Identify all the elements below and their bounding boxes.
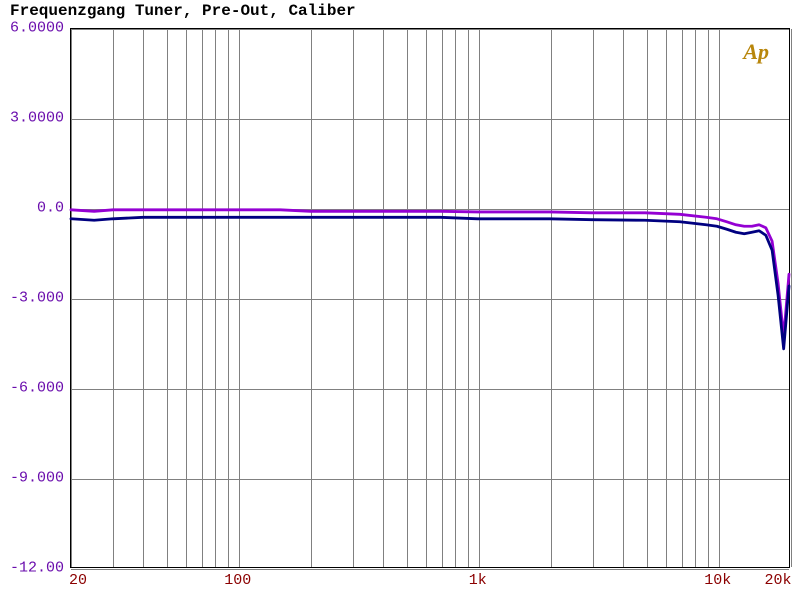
y-axis-tick-label: 6.0000 <box>2 20 64 37</box>
x-axis-tick-label: 20 <box>69 572 87 589</box>
plot-area: Ap <box>70 28 790 568</box>
y-axis-tick-label: 3.0000 <box>2 110 64 127</box>
chart-title: Frequenzgang Tuner, Pre-Out, Caliber <box>10 2 356 20</box>
chart-traces <box>71 29 789 567</box>
y-axis-tick-label: -6.000 <box>2 380 64 397</box>
series-channel-1 <box>71 210 789 337</box>
y-axis-tick-label: -12.00 <box>2 560 64 577</box>
y-axis-tick-label: -9.000 <box>2 470 64 487</box>
x-axis-tick-label: 20k <box>764 572 791 589</box>
x-axis-tick-label: 100 <box>224 572 251 589</box>
gridline-horizontal <box>71 569 789 570</box>
series-channel-2 <box>71 217 789 349</box>
y-axis-tick-label: 0.0 <box>2 200 64 217</box>
x-axis-tick-label: 10k <box>704 572 731 589</box>
gridline-vertical-major <box>791 29 792 567</box>
y-axis-tick-label: -3.000 <box>2 290 64 307</box>
x-axis-tick-label: 1k <box>469 572 487 589</box>
